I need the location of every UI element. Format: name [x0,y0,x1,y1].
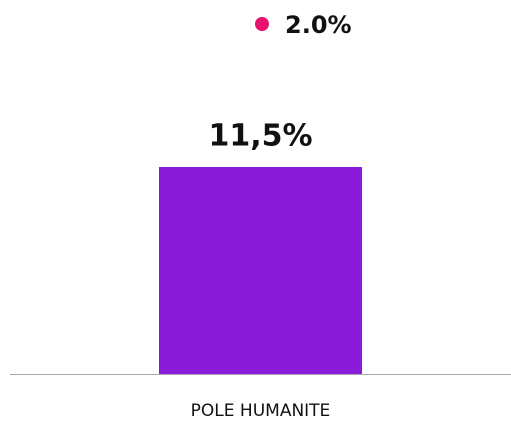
value-label: 11,5% [208,119,312,154]
bar [159,167,362,374]
annotation-text: 2.0% [285,11,352,39]
x-tick-label: POLE HUMANITE [191,401,331,421]
annotation-dot [255,17,269,31]
